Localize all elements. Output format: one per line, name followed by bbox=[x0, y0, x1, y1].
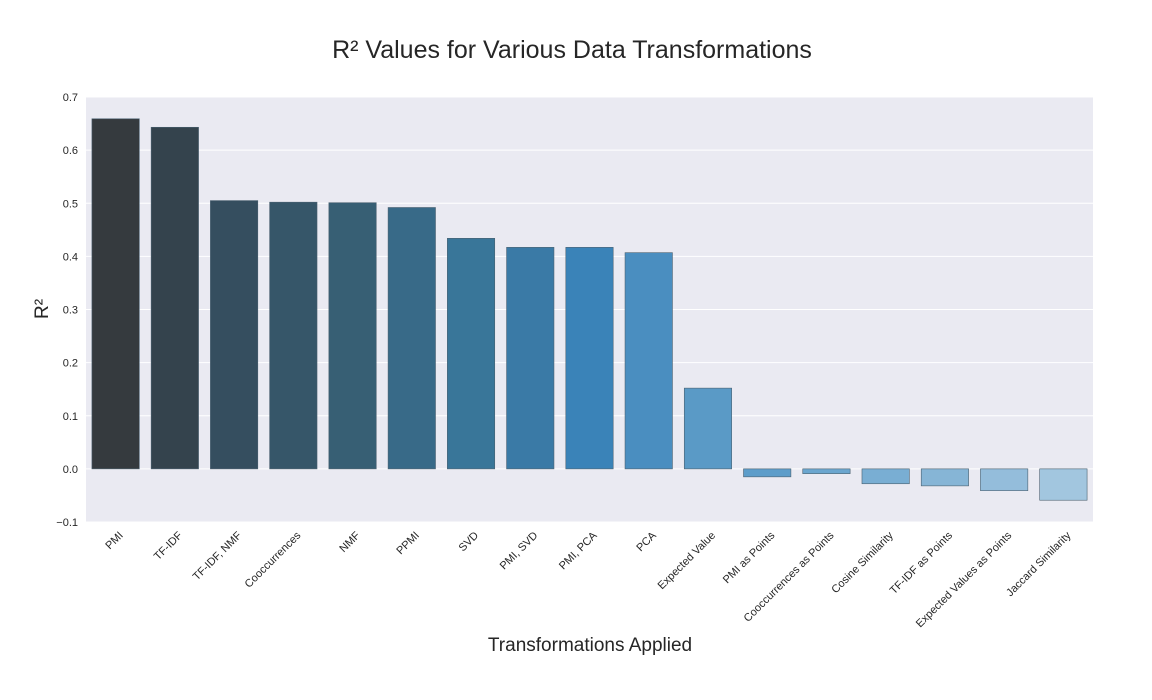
x-tick-label: PCA bbox=[634, 529, 659, 554]
y-tick-labels: −0.1 0.0 0.1 0.2 0.3 0.4 0.5 0.6 0.7 bbox=[56, 92, 78, 529]
bar bbox=[210, 200, 259, 470]
x-tick-label: PMI bbox=[103, 530, 125, 552]
y-tick-label: 0.0 bbox=[63, 464, 78, 476]
x-tick-label: TF-IDF, NMF bbox=[191, 529, 245, 583]
bar bbox=[802, 468, 851, 474]
x-tick-label: Jaccard Similarity bbox=[1004, 529, 1074, 599]
y-tick-label: 0.1 bbox=[63, 411, 78, 423]
x-tick-label: Expected Value bbox=[656, 530, 718, 592]
y-tick-label: 0.3 bbox=[63, 305, 78, 317]
y-tick-label: 0.5 bbox=[63, 198, 78, 210]
x-tick-label: PMI, PCA bbox=[557, 529, 600, 572]
x-axis-label: Transformations Applied bbox=[488, 635, 692, 656]
y-tick-label: 0.4 bbox=[63, 251, 78, 263]
x-tick-label: NMF bbox=[337, 529, 363, 555]
y-tick-label: 0.2 bbox=[63, 358, 78, 370]
x-tick-label: Cosine Similarity bbox=[829, 529, 896, 596]
bar bbox=[1039, 468, 1088, 501]
bar bbox=[328, 202, 377, 470]
bar bbox=[565, 247, 614, 470]
bar bbox=[920, 468, 969, 487]
chart-title: R² Values for Various Data Transformatio… bbox=[332, 36, 812, 64]
x-tick-label: TF-IDF bbox=[152, 529, 185, 562]
y-tick-label: 0.7 bbox=[63, 92, 78, 104]
bar bbox=[269, 201, 318, 470]
bar bbox=[91, 118, 140, 470]
x-tick-label: TF-IDF as Points bbox=[888, 529, 956, 597]
x-tick-label: Cooccurrences bbox=[243, 529, 304, 590]
x-tick-label: SVD bbox=[457, 530, 482, 555]
bar bbox=[980, 468, 1029, 491]
bar bbox=[861, 468, 910, 485]
bar bbox=[624, 252, 673, 470]
x-tick-label: PPMI bbox=[394, 530, 422, 558]
bar bbox=[150, 126, 199, 470]
bars bbox=[91, 118, 1088, 501]
y-tick-label: 0.6 bbox=[63, 145, 78, 157]
bar bbox=[447, 238, 496, 470]
x-tick-label: PMI, SVD bbox=[498, 530, 541, 573]
bar bbox=[506, 247, 555, 470]
x-tick-label: PMI as Points bbox=[721, 529, 778, 586]
x-tick-label: Expected Values as Points bbox=[914, 529, 1015, 630]
bar bbox=[387, 207, 436, 470]
bar bbox=[683, 387, 732, 470]
bar bbox=[743, 468, 792, 478]
y-axis-label: R² bbox=[32, 299, 53, 319]
y-tick-label: −0.1 bbox=[56, 517, 78, 529]
